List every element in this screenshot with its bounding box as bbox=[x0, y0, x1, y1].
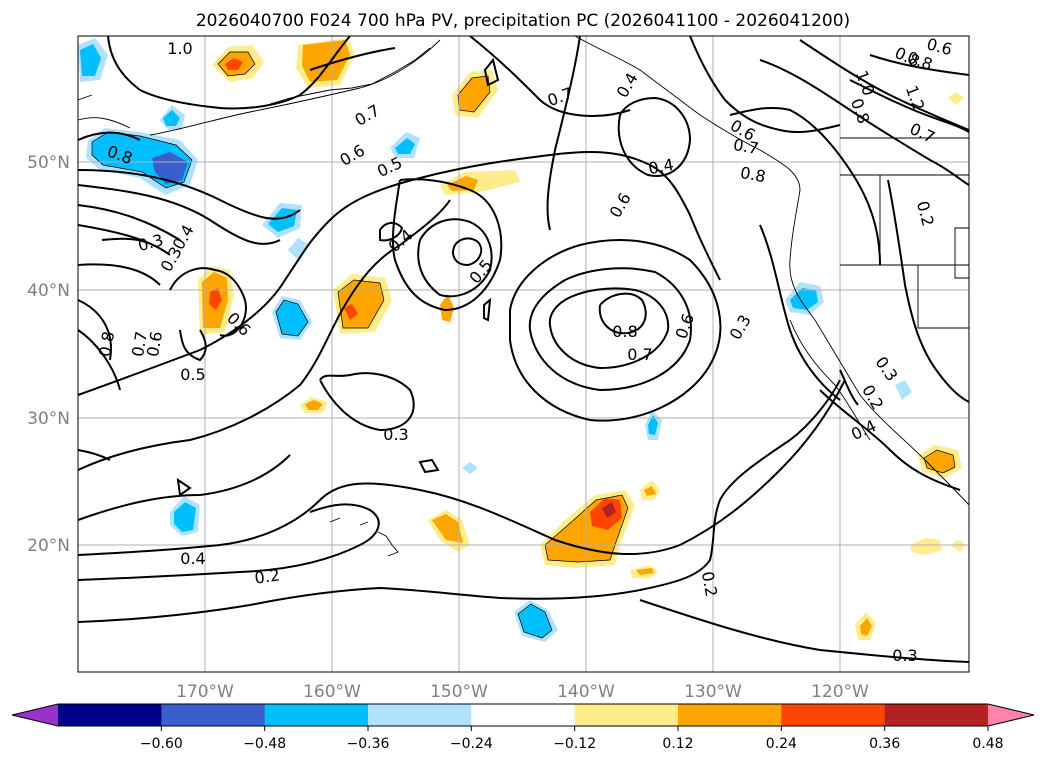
contour-label: 1.0 bbox=[167, 39, 192, 58]
precip-outlines bbox=[91, 51, 956, 639]
colorbar-extend-low bbox=[12, 704, 58, 726]
contour-label: 0.4 bbox=[647, 155, 675, 178]
contour-label: 0.3 bbox=[892, 646, 917, 665]
contour-label: 0.7 bbox=[732, 135, 760, 158]
lat-label: 20°N bbox=[27, 536, 70, 556]
contour-label: 0.2 bbox=[698, 570, 721, 598]
latitude-labels: 50°N 40°N 30°N 20°N bbox=[27, 153, 70, 556]
contour-label: 0.7 bbox=[128, 330, 151, 358]
contour-label: 0.5 bbox=[180, 365, 205, 384]
colorbar-tick-label: −0.60 bbox=[140, 736, 183, 752]
longitude-labels: 170°W 160°W 150°W 140°W 130°W 120°W bbox=[176, 682, 869, 702]
colorbar-outline bbox=[11, 703, 1035, 727]
colorbar-tick-label: 0.36 bbox=[869, 736, 900, 752]
lon-label: 160°W bbox=[303, 682, 361, 702]
lat-label: 40°N bbox=[27, 281, 70, 301]
contour-label: 0.8 bbox=[739, 163, 767, 186]
colorbar-segment bbox=[58, 704, 162, 726]
graticule bbox=[78, 36, 969, 672]
colorbar-tick-label: 0.48 bbox=[972, 736, 1003, 752]
coastlines bbox=[77, 35, 970, 557]
colorbar: −0.60 −0.48 −0.36 −0.24 −0.12 0.12 0.24 0.36 0.4… bbox=[11, 703, 1035, 752]
lon-label: 150°W bbox=[430, 682, 488, 702]
colorbar-segments bbox=[58, 704, 989, 726]
colorbar-segment bbox=[264, 704, 369, 726]
colorbar-segment bbox=[471, 704, 576, 726]
contour-label: 0.4 bbox=[180, 549, 205, 568]
colorbar-segment bbox=[161, 704, 266, 726]
lon-label: 170°W bbox=[176, 682, 234, 702]
colorbar-tick-label: 0.24 bbox=[766, 736, 797, 752]
colorbar-segment bbox=[678, 704, 782, 726]
map-frame bbox=[77, 35, 970, 673]
contour-label: 0.8 bbox=[612, 322, 637, 341]
contour-label: 0.6 bbox=[143, 330, 166, 358]
map-title: 2026040700 F024 700 hPa PV, precipitatio… bbox=[196, 11, 850, 31]
precip-shading bbox=[78, 38, 966, 642]
contour-label: 0.3 bbox=[383, 425, 408, 444]
lon-label: 130°W bbox=[684, 682, 742, 702]
colorbar-tick-label: 0.12 bbox=[662, 736, 693, 752]
contour-label: 0.2 bbox=[253, 565, 281, 587]
lon-label: 140°W bbox=[557, 682, 615, 702]
colorbar-tick-label: −0.12 bbox=[553, 736, 596, 752]
positive-precip-areas bbox=[198, 38, 966, 640]
pv-contours bbox=[77, 35, 970, 663]
colorbar-tick-label: −0.36 bbox=[347, 736, 390, 752]
colorbar-tick-label: −0.24 bbox=[450, 736, 493, 752]
colorbar-segment bbox=[574, 704, 679, 726]
lat-label: 30°N bbox=[27, 409, 70, 429]
contour-label: 0.7 bbox=[627, 345, 652, 364]
colorbar-tick-label: −0.48 bbox=[243, 736, 286, 752]
colorbar-segment bbox=[368, 704, 472, 726]
map-area bbox=[78, 36, 969, 672]
contour-label: 0.8 bbox=[95, 330, 118, 358]
lat-label: 50°N bbox=[27, 153, 70, 173]
lon-label: 120°W bbox=[811, 682, 869, 702]
colorbar-ticks: −0.60 −0.48 −0.36 −0.24 −0.12 0.12 0.24 0.36 0.4… bbox=[140, 726, 1004, 752]
colorbar-extend-high bbox=[988, 704, 1034, 726]
colorbar-segment bbox=[884, 704, 989, 726]
colorbar-segment bbox=[781, 704, 886, 726]
